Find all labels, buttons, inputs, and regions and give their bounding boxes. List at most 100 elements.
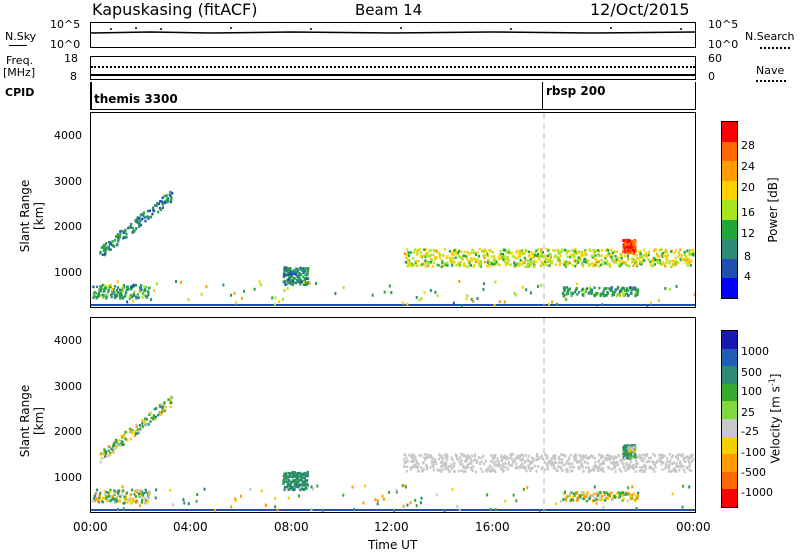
echo-cell [561, 248, 564, 251]
echo-cell [463, 250, 466, 254]
echo-cell [304, 474, 307, 478]
echo-cell [498, 463, 501, 467]
sparse-echoes [95, 280, 696, 309]
echo-cell [607, 495, 610, 498]
echo-cell [307, 269, 310, 273]
echo-cell [444, 455, 447, 459]
echo-cell [625, 448, 628, 452]
echo-cell [436, 263, 439, 266]
power-panel-ylabel: Slant Range [km] [18, 179, 46, 253]
echo-cell [140, 288, 143, 291]
power-cbar-swatch [722, 278, 737, 299]
echo-cell [143, 285, 146, 289]
echo-cell [488, 249, 491, 253]
echo-cell [626, 452, 629, 455]
echo-cell [566, 460, 569, 463]
echo-cell [136, 296, 140, 300]
echo-cell [142, 293, 145, 297]
echo-cell [482, 249, 485, 253]
echo-cell [610, 248, 613, 252]
echo-cell [601, 262, 604, 266]
echo-cell [443, 509, 446, 513]
power-cbar-swatch [722, 141, 737, 162]
echo-cell [118, 235, 122, 239]
echo-cell [639, 250, 642, 254]
echo-cell [679, 257, 682, 261]
echo-cell [456, 251, 459, 255]
echo-cell [659, 263, 662, 266]
echo-cell [283, 268, 286, 271]
echo-cell [451, 256, 454, 260]
echo-cell [626, 464, 629, 467]
echo-cell [122, 286, 126, 289]
echo-cell [482, 454, 485, 458]
echo-cell [571, 465, 574, 469]
echo-cell [636, 462, 639, 465]
echo-cell [98, 496, 101, 499]
echo-cell [187, 297, 190, 301]
echo-cell [239, 494, 242, 498]
echo-cell [151, 206, 155, 210]
echo-cell [494, 508, 497, 512]
echo-cell [403, 458, 406, 461]
echo-cell [600, 495, 603, 498]
velocity-cbar-swatch [722, 454, 737, 473]
scatter-cluster-ground-scatter-band [403, 247, 695, 269]
echo-cell [569, 453, 572, 457]
echo-cell [169, 190, 172, 194]
echo-cell [610, 491, 613, 495]
cpid-change-marker [542, 82, 543, 109]
echo-cell [489, 262, 492, 265]
echo-cell [445, 463, 448, 467]
echo-cell [299, 266, 302, 270]
echo-cell [595, 465, 598, 469]
scatter-cluster-evening-patch [562, 490, 640, 503]
echo-cell [668, 260, 671, 263]
echo-cell [672, 467, 675, 471]
echo-cell [672, 454, 675, 457]
echo-cell [461, 463, 464, 466]
echo-cell [575, 491, 578, 495]
echo-cell [111, 292, 114, 296]
echo-cell [565, 470, 569, 473]
velocity-cbar-swatch [722, 401, 737, 420]
echo-cell [572, 466, 575, 469]
echo-cell [570, 491, 573, 495]
echo-cell [159, 405, 162, 409]
echo-cell [528, 261, 532, 264]
echo-cell [117, 236, 120, 239]
echo-cell [310, 485, 313, 489]
echo-cell [169, 399, 172, 402]
echo-cell [507, 258, 510, 262]
echo-cell [581, 263, 584, 266]
echo-cell [642, 259, 645, 262]
echo-cell [125, 232, 128, 236]
echo-cell [305, 483, 308, 486]
echo-cell [660, 248, 663, 251]
echo-cell [149, 420, 152, 423]
echo-cell [693, 293, 696, 297]
echo-cell [638, 469, 641, 473]
echo-cell [565, 498, 568, 501]
echo-cell [653, 263, 656, 266]
echo-cell [597, 469, 600, 472]
echo-cell [147, 423, 150, 426]
echo-cell [286, 480, 289, 484]
echo-cell [230, 293, 232, 297]
echo-cell [651, 258, 654, 261]
echo-cell [617, 256, 620, 260]
echo-cell [555, 502, 558, 506]
echo-cell [113, 294, 116, 297]
echo-cell [632, 492, 635, 496]
echo-cell [496, 457, 499, 460]
echo-cell [611, 294, 614, 297]
echo-cell [95, 296, 98, 300]
echo-cell [460, 459, 463, 463]
echo-cell [131, 295, 134, 299]
echo-cell [423, 291, 426, 295]
echo-cell [138, 494, 141, 497]
echo-cell [283, 477, 286, 481]
echo-cell [532, 261, 535, 264]
echo-cell [603, 493, 606, 496]
echo-cell [306, 484, 309, 487]
